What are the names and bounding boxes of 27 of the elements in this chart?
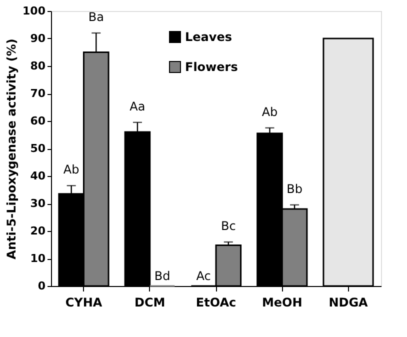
- y-tick-label: 50: [30, 142, 46, 155]
- data-label: Aa: [130, 99, 146, 114]
- data-label: Ac: [196, 269, 211, 283]
- data-label: Bb: [286, 182, 302, 196]
- data-label: Ab: [262, 104, 278, 119]
- x-tick-label: DCM: [134, 296, 166, 310]
- y-tick-label: 100: [22, 4, 46, 18]
- data-label: Ab: [63, 162, 80, 177]
- x-tick-label: CYHA: [65, 296, 103, 310]
- y-tick-label: 80: [30, 60, 46, 72]
- x-tick-label: NDGA: [328, 296, 369, 310]
- x-tick-label: MeOH: [262, 296, 302, 310]
- data-label: Bc: [220, 219, 236, 233]
- y-tick-label: 10: [30, 252, 46, 265]
- y-tick-label: 0: [38, 280, 46, 292]
- y-tick-label: 40: [30, 170, 46, 182]
- legend-label: Leaves: [185, 30, 232, 44]
- data-label: Bd: [154, 269, 170, 283]
- y-tick-label: 20: [30, 224, 46, 238]
- x-tick-label: EtOAc: [196, 296, 236, 310]
- y-axis-title: Anti-5-Lipoxygenase activity (%): [4, 38, 19, 260]
- y-tick-label: 30: [30, 197, 46, 210]
- data-label: Ba: [88, 10, 104, 24]
- y-tick-label: 60: [30, 114, 46, 128]
- legend-label: Flowers: [185, 60, 238, 74]
- y-tick-label: 90: [30, 32, 46, 45]
- y-tick-label: 70: [30, 87, 46, 100]
